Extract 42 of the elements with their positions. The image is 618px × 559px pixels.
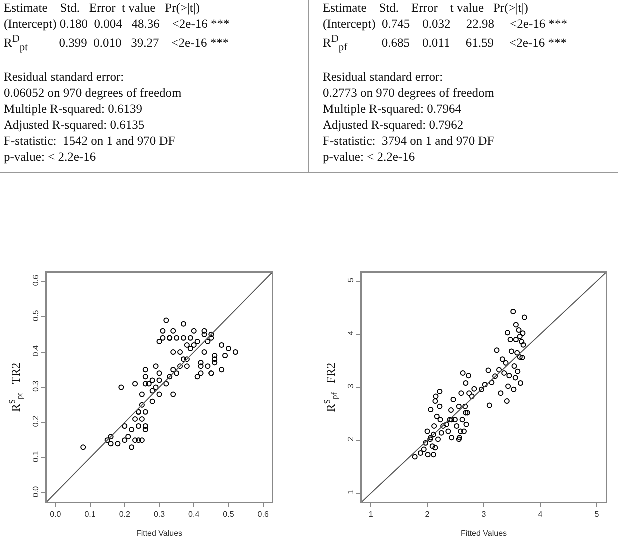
text: Estimate Std. Error t value Pr(>|t|) (323, 0, 530, 16)
x-tick-label: 0.0 (50, 510, 62, 520)
y-tick-label: 3 (346, 384, 356, 389)
text: Residual standard error: (323, 68, 444, 85)
x-tick-label: 0.6 (258, 510, 270, 520)
y-tick-label: 0.6 (31, 274, 40, 286)
x-tick-label: 0.5 (223, 510, 235, 520)
text: Adjusted R-squared: 0.6135 (4, 116, 146, 133)
x-axis-title: Fitted Values (136, 528, 183, 538)
text: p-value: < 2.2e-16 (323, 148, 416, 165)
x-tick-label: 5 (594, 510, 600, 520)
x-axis-title: Fitted Values (460, 528, 508, 538)
y-tick-label: 0.2 (31, 415, 40, 428)
x-tick-label: 0.2 (119, 510, 131, 520)
x-tick-label: 1 (368, 510, 374, 520)
text: (Intercept) 0.180 0.004 48.36 <2e-16 *** (4, 16, 231, 32)
x-tick-label: 3 (482, 510, 487, 520)
text: (Intercept) 0.745 0.032 22.98 <2e-16 *** (323, 16, 569, 32)
x-tick-label: 2 (425, 510, 430, 520)
y-tick-label: 0.3 (31, 380, 40, 392)
x-tick-label: 0.4 (188, 510, 200, 520)
text: 0.2773 on 970 degrees of freedom (323, 84, 496, 101)
x-tick-label: 0.3 (154, 510, 166, 520)
y-tick-label: 2 (346, 436, 356, 442)
text: F-statistic: 1542 on 1 and 970 DF (4, 132, 176, 149)
text: Residual standard error: (4, 68, 126, 85)
text: F-statistic: 3794 on 1 and 970 DF (323, 132, 496, 149)
y-tick-label: 0.5 (31, 310, 40, 322)
y-tick-label: 4 (346, 330, 356, 336)
text: 0.06052 on 970 degrees of freedom (4, 84, 183, 101)
text: Multiple R-squared: 0.7964 (323, 100, 463, 117)
x-tick-label: 0.1 (84, 510, 96, 520)
y-tick-label: 5 (346, 278, 356, 283)
y-tick-label: 0.0 (31, 486, 40, 498)
y-tick-label: 0.1 (31, 450, 40, 462)
y-tick-label: 0.4 (31, 344, 40, 357)
text: Adjusted R-squared: 0.7962 (323, 116, 465, 133)
text: Multiple R-squared: 0.6139 (4, 100, 144, 117)
text: p-value: < 2.2e-16 (4, 148, 98, 165)
y-tick-label: 1 (346, 490, 356, 495)
x-tick-label: 4 (538, 510, 544, 520)
text: Estimate Std. Error t value Pr(>|t|) (4, 0, 202, 16)
